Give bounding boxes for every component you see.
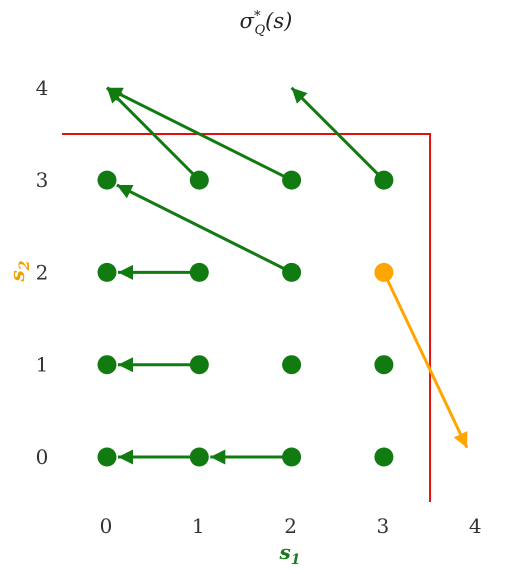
arrow-layer [105, 86, 469, 465]
state-point-3-1 [374, 355, 394, 375]
point-layer [97, 170, 394, 467]
y-tick-label-4: 4 [36, 76, 49, 100]
x-axis-label-sub: 1 [291, 552, 301, 568]
y-axis-label-base: s [5, 270, 29, 282]
state-point-2-1 [282, 355, 302, 375]
y-tick-label-0: 0 [36, 445, 49, 469]
x-axis-label: s1 [278, 540, 300, 568]
x-tick-label-2: 2 [284, 514, 297, 538]
x-tick-label-1: 1 [192, 514, 205, 538]
x-axis-label-base: s [278, 540, 290, 564]
y-axis-label-sub: 2 [17, 260, 33, 271]
boundary-line [62, 132, 432, 502]
state-point-0-0 [97, 447, 117, 467]
y-tick-labels: 0 1 2 3 4 [36, 76, 49, 469]
state-point-0-3 [97, 170, 117, 190]
title-base: σ [240, 9, 255, 33]
state-point-0-2 [97, 262, 117, 282]
state-point-2-0 [282, 447, 302, 467]
state-point-3-0 [374, 447, 394, 467]
y-tick-label-3: 3 [36, 168, 49, 192]
state-point-1-2 [189, 262, 209, 282]
title-arg: (s) [265, 9, 292, 33]
y-tick-label-2: 2 [36, 260, 49, 284]
state-point-1-0 [189, 447, 209, 467]
x-tick-label-4: 4 [469, 514, 482, 538]
arrow-green-6 [106, 86, 289, 180]
state-point-0-1 [97, 355, 117, 375]
y-axis-label: s2 [5, 260, 33, 282]
state-point-3-3 [374, 170, 394, 190]
state-point-1-3 [189, 170, 209, 190]
state-point-3-2 [374, 262, 394, 282]
boundary-layer [62, 132, 432, 502]
arrow-green-5 [105, 86, 198, 179]
state-point-1-1 [189, 355, 209, 375]
x-tick-label-0: 0 [100, 514, 113, 538]
title-sup: * [254, 9, 261, 24]
x-tick-label-3: 3 [377, 514, 390, 538]
arrow-green-7 [290, 86, 383, 179]
title-sub: Q [255, 23, 266, 38]
chart-title: σ* Q(s) [240, 9, 293, 38]
arrow-green-4 [116, 183, 289, 272]
x-tick-labels: 0 1 2 3 4 [100, 514, 482, 538]
state-point-2-3 [282, 170, 302, 190]
state-point-2-2 [282, 262, 302, 282]
y-tick-label-1: 1 [36, 353, 49, 377]
arrow-orange-8 [384, 275, 469, 449]
